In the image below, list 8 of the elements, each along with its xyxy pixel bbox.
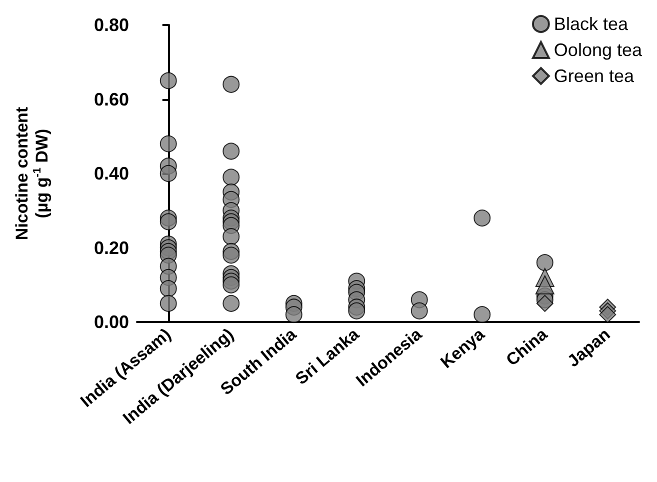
y-tick-label: 0.40	[94, 164, 129, 184]
legend-label: Green tea	[554, 66, 635, 86]
y-tick-label: 0.00	[94, 312, 129, 332]
y-tick-label: 0.80	[94, 15, 129, 35]
legend-label: Oolong tea	[554, 40, 643, 60]
y-tick-label: 0.20	[94, 238, 129, 258]
legend-label: Black tea	[554, 14, 629, 34]
y-tick-label: 0.60	[94, 89, 129, 110]
